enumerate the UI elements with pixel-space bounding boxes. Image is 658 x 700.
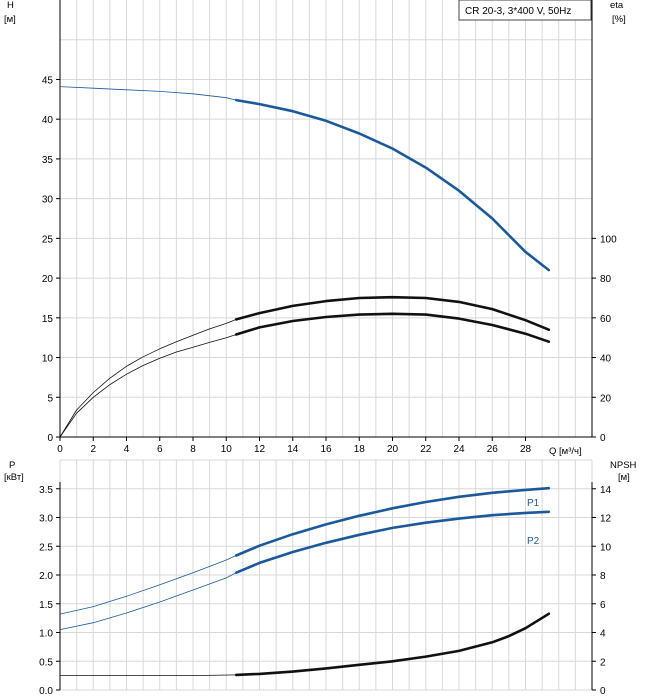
top-y-left-tick-label: 15 bbox=[42, 314, 54, 325]
top-y-right-tick-label: 100 bbox=[600, 234, 617, 245]
bottom-y-left-tick-label: 3.5 bbox=[39, 485, 53, 496]
top-y-left-tick-label: 20 bbox=[42, 274, 54, 285]
x-tick-label: 20 bbox=[387, 444, 399, 455]
power-p1-curve-thick bbox=[234, 486, 551, 557]
top-y-left-axis-label: H bbox=[7, 0, 14, 11]
bottom-y-right-tick-label: 6 bbox=[600, 600, 606, 611]
x-tick-label: 0 bbox=[57, 444, 63, 455]
top-y-left-tick-label: 45 bbox=[42, 75, 54, 86]
bottom-y-left-axis-unit: [кВт] bbox=[4, 472, 24, 483]
bottom-y-left-tick-label: 0.0 bbox=[39, 686, 53, 697]
top-y-left-tick-label: 25 bbox=[42, 234, 54, 245]
top-y-right-tick-label: 60 bbox=[600, 314, 612, 325]
efficiency-curve-lower-thin bbox=[59, 334, 237, 438]
efficiency-curve-upper-thick bbox=[234, 295, 551, 331]
bottom-y-left-axis-label: P bbox=[9, 460, 15, 471]
top-y-left-tick-label: 0 bbox=[47, 433, 53, 444]
x-tick-label: 2 bbox=[90, 444, 96, 455]
bottom-y-left-tick-label: 1.0 bbox=[39, 629, 53, 640]
top-y-left-tick-label: 30 bbox=[42, 195, 54, 206]
top-y-left-tick-label: 5 bbox=[47, 393, 53, 404]
efficiency-curve-lower-thick bbox=[234, 312, 551, 343]
x-tick-label: 4 bbox=[124, 444, 130, 455]
bottom-y-right-tick-label: 4 bbox=[600, 629, 606, 640]
x-tick-label: 26 bbox=[487, 444, 499, 455]
top-y-right-axis-unit: [%] bbox=[612, 14, 626, 25]
top-y-right-tick-label: 20 bbox=[600, 393, 612, 404]
bottom-y-right-tick-label: 8 bbox=[600, 571, 606, 582]
bottom-y-right-tick-label: 10 bbox=[600, 542, 612, 553]
performance-curves bbox=[59, 86, 551, 677]
x-tick-label: 8 bbox=[190, 444, 196, 455]
series-label-p2: P2 bbox=[527, 536, 540, 547]
power-p1-curve-thin bbox=[59, 555, 237, 615]
bottom-panel-grid bbox=[59, 459, 593, 691]
x-tick-label: 14 bbox=[287, 444, 299, 455]
bottom-y-right-tick-label: 2 bbox=[600, 657, 606, 668]
top-y-right-tick-label: 40 bbox=[600, 354, 612, 365]
top-y-left-tick-label: 40 bbox=[42, 115, 54, 126]
top-y-right-axis-label: eta bbox=[610, 0, 624, 11]
bottom-y-right-axis-unit: [м] bbox=[618, 472, 630, 483]
x-axis-label: Q [м³/ч] bbox=[549, 446, 582, 457]
x-tick-label: 10 bbox=[221, 444, 233, 455]
top-y-left-axis-unit: [м] bbox=[4, 14, 16, 25]
x-tick-label: 18 bbox=[354, 444, 366, 455]
x-tick-label: 22 bbox=[420, 444, 432, 455]
efficiency-curve-upper-thin bbox=[59, 319, 237, 438]
bottom-y-left-tick-label: 0.5 bbox=[39, 657, 53, 668]
x-tick-label: 12 bbox=[254, 444, 266, 455]
top-y-right-tick-label: 0 bbox=[600, 433, 606, 444]
head-curve-thin bbox=[59, 86, 237, 101]
chart-title: CR 20-3, 3*400 V, 50Hz bbox=[465, 6, 571, 17]
power-p2-curve-thin bbox=[59, 572, 237, 630]
x-tick-label: 24 bbox=[453, 444, 465, 455]
series-label-p1: P1 bbox=[527, 498, 540, 509]
power-p2-curve-thick bbox=[234, 510, 551, 574]
x-tick-label: 16 bbox=[320, 444, 332, 455]
chart-title-box bbox=[458, 0, 592, 21]
head-curve-thick bbox=[234, 98, 551, 272]
bottom-y-left-tick-label: 2.5 bbox=[39, 542, 53, 553]
bottom-y-left-tick-label: 3.0 bbox=[39, 514, 53, 525]
top-y-left-tick-label: 35 bbox=[42, 155, 54, 166]
bottom-y-right-axis-label: NPSH bbox=[610, 460, 637, 471]
x-tick-label: 6 bbox=[157, 444, 163, 455]
npsh-curve-thick bbox=[234, 612, 551, 677]
bottom-y-left-tick-label: 2.0 bbox=[39, 571, 53, 582]
bottom-y-right-tick-label: 12 bbox=[600, 514, 612, 525]
x-tick-label: 28 bbox=[520, 444, 532, 455]
bottom-y-right-tick-label: 14 bbox=[600, 485, 612, 496]
bottom-y-right-tick-label: 0 bbox=[600, 686, 606, 697]
bottom-y-left-tick-label: 1.5 bbox=[39, 600, 53, 611]
top-y-left-tick-label: 10 bbox=[42, 354, 54, 365]
npsh-curve-thin bbox=[60, 674, 237, 676]
top-panel-grid bbox=[59, 0, 593, 438]
top-y-right-tick-label: 80 bbox=[600, 274, 612, 285]
